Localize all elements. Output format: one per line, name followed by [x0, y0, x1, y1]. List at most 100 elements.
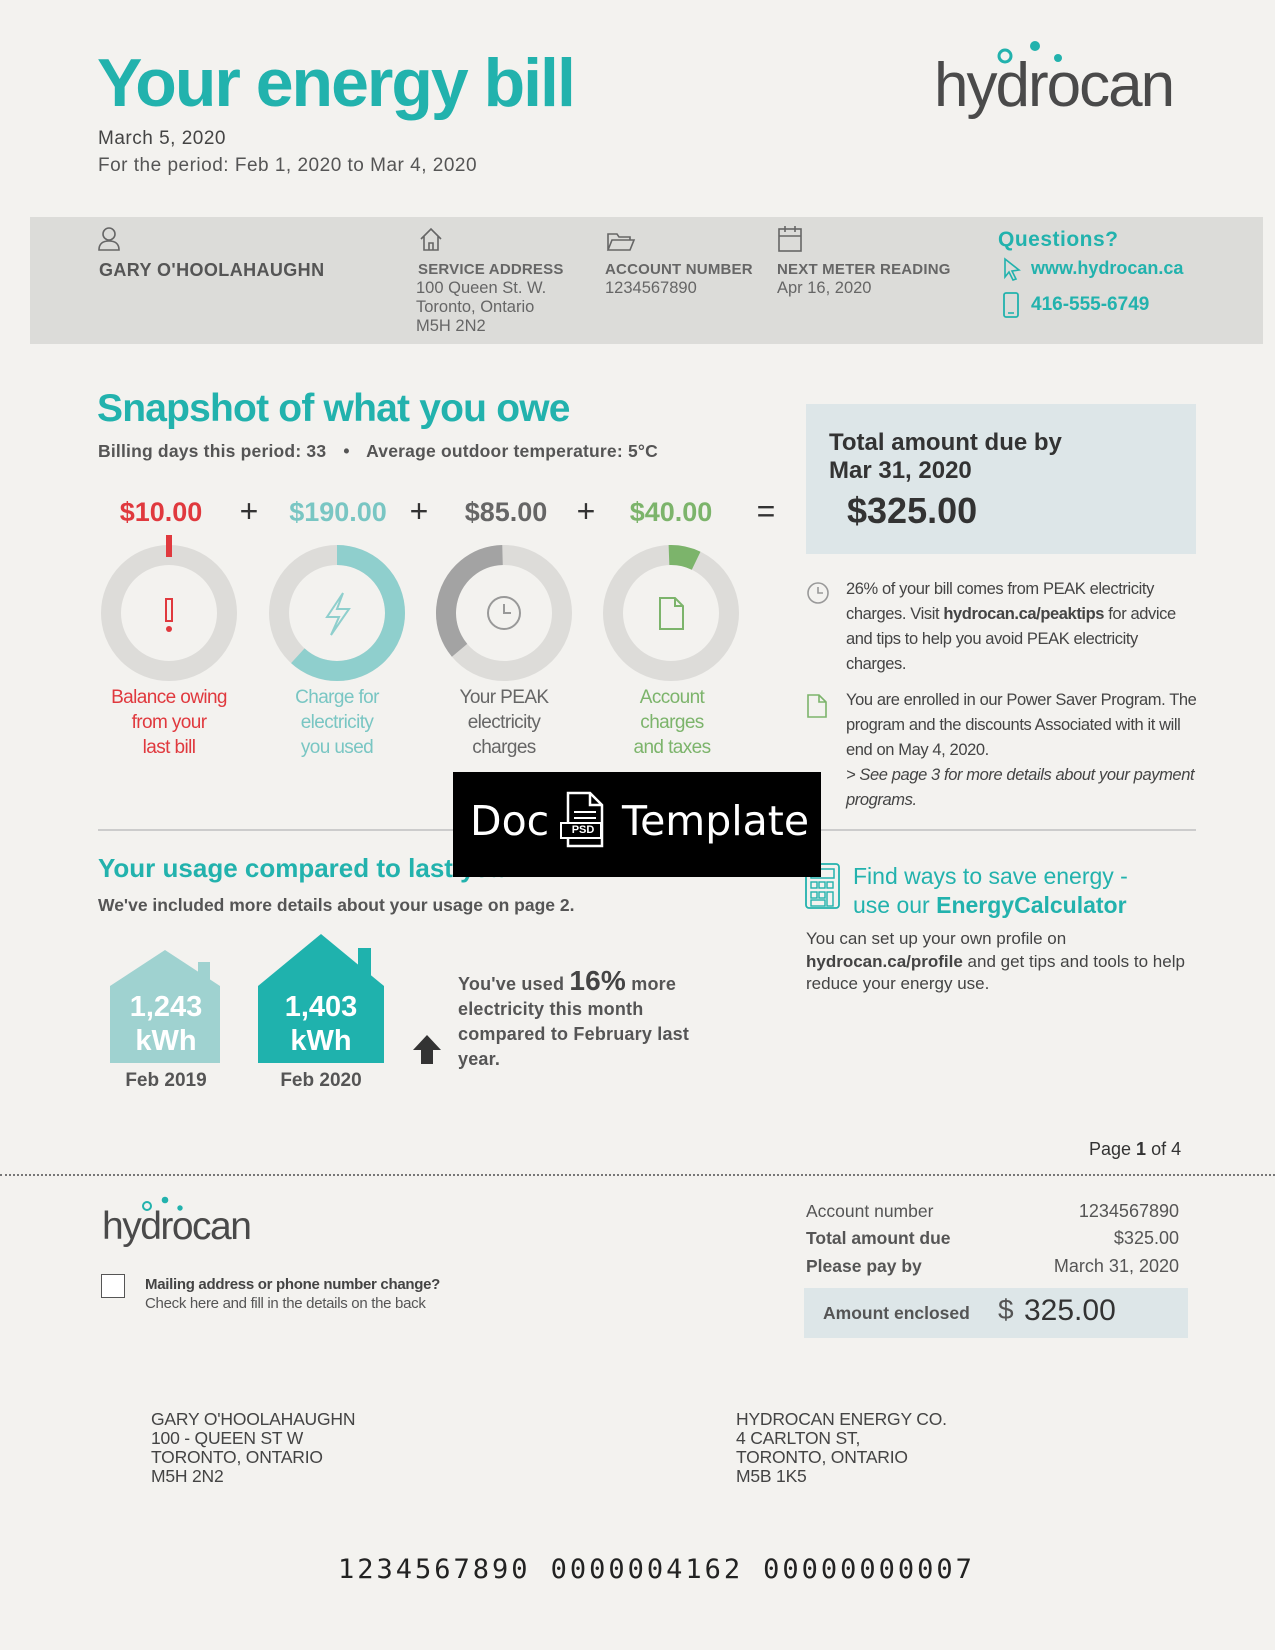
charge-amount: $10.00 [119, 497, 203, 527]
amount-enclosed: 325.00 [1024, 1294, 1116, 1327]
stub-logo: hydrocan [102, 1205, 252, 1248]
clock-icon [807, 582, 829, 604]
checkbox-note: Check here and fill in the details on th… [145, 1295, 426, 1312]
checkbox-title: Mailing address or phone number change? [145, 1276, 441, 1293]
text: electricity [300, 712, 374, 733]
page-number: Page 1 of 4 [1089, 1139, 1181, 1160]
summary-value: March 31, 2020 [1053, 1256, 1179, 1276]
document-icon [807, 694, 827, 718]
house-value: 1,403 kWh [258, 990, 384, 1058]
text: use our [853, 892, 937, 918]
text: 1,243 [129, 991, 203, 1023]
charge-amount: $85.00 [464, 497, 548, 527]
website-link[interactable]: www.hydrocan.ca [1031, 258, 1184, 278]
charge-amount: $190.00 [289, 497, 387, 527]
text: 26% of your bill comes from PEAK electri… [846, 580, 1154, 623]
bill-date: March 5, 2020 [98, 128, 226, 149]
text: Charge for [295, 687, 379, 708]
company-address: HYDROCAN ENERGY CO. 4 CARLTON ST, TORONTO,… [736, 1410, 947, 1486]
account-number: 1234567890 [605, 279, 697, 297]
text: of 4 [1146, 1139, 1182, 1159]
text: Total amount due by [829, 429, 1062, 456]
text: GARY O'HOOLAHAUGHN [151, 1409, 356, 1429]
account-number-label: ACCOUNT NUMBER [605, 261, 753, 278]
charge-amount: $40.00 [629, 497, 713, 527]
save-title: Find ways to save energy - use our Energy… [853, 862, 1128, 920]
text: electricity [467, 712, 541, 733]
text: TORONTO, ONTARIO [736, 1447, 908, 1467]
questions-title: Questions? [998, 228, 1119, 251]
text: Your PEAK [459, 687, 550, 708]
charge-label: Account charges and taxes [587, 685, 757, 760]
text: you used [300, 737, 374, 758]
watermark-left: Doc [470, 797, 550, 845]
charge-label: Charge for electricity you used [252, 685, 422, 760]
text: for advice and tips to help you avoid PE… [846, 605, 1176, 673]
psd-icon [560, 791, 604, 848]
text: kWh [135, 1025, 197, 1057]
text: TORONTO, ONTARIO [151, 1447, 323, 1467]
currency-sign: $ [998, 1294, 1014, 1325]
peak-note: 26% of your bill comes from PEAK electri… [846, 577, 1198, 677]
separator: • [343, 441, 350, 461]
phone-icon [1003, 292, 1019, 318]
text: Account [639, 687, 705, 708]
text: 0000004162 [550, 1554, 744, 1585]
text: M5H 2N2 [151, 1466, 224, 1486]
text: Balance owing [111, 687, 227, 708]
charge-donuts [101, 535, 739, 681]
operator: + [409, 493, 429, 529]
service-address-line: 100 Queen St. W. [416, 279, 547, 297]
text: 16% [569, 965, 627, 996]
phone-number: 416-555-6749 [1031, 294, 1150, 315]
snapshot-title: Snapshot of what you owe [97, 387, 570, 430]
text: kWh [290, 1025, 352, 1057]
billing-info: Billing days this period: 33 • Average o… [98, 441, 658, 462]
summary-label: Account number [806, 1201, 934, 1221]
text: hydrocan.ca/profile [806, 951, 963, 971]
text: EnergyCalculator [936, 892, 1127, 918]
text: 100 - QUEEN ST W [151, 1428, 304, 1448]
text: charges [640, 712, 704, 733]
address-change-checkbox[interactable] [101, 1274, 125, 1298]
text: > See page 3 for more details about your… [846, 766, 1195, 809]
billing-days: Billing days this period: 33 [98, 441, 327, 461]
text: Find ways to save energy - [853, 863, 1128, 889]
service-address-label: SERVICE ADDRESS [418, 261, 564, 278]
meter-reading-date: Apr 16, 2020 [777, 279, 872, 297]
text: 1 [1136, 1139, 1147, 1159]
usage-comparison: You've used 16% more electricity this mo… [458, 965, 698, 1072]
text: and get tips and tools to help reduce yo… [806, 951, 1185, 994]
houses [110, 934, 384, 1063]
text: 1234567890 [338, 1554, 531, 1585]
tear-line [0, 1174, 1275, 1176]
info-bar [30, 217, 1263, 344]
psd-label: PSD [571, 824, 595, 836]
meter-reading-label: NEXT METER READING [777, 261, 951, 278]
total-amount: $325.00 [847, 490, 978, 531]
text: 4 CARLTON ST, [736, 1428, 861, 1448]
person-icon [98, 227, 120, 251]
service-address-line: Toronto, Ontario [416, 298, 535, 316]
bill-title: Your energy bill [97, 45, 576, 121]
logo: hydrocan [934, 51, 1175, 120]
amount-enclosed-label: Amount enclosed [823, 1303, 970, 1323]
text: You are enrolled in our Power Saver Prog… [846, 691, 1197, 759]
text: more electricity this month compared to … [458, 974, 690, 1069]
home-icon [420, 227, 442, 251]
stub-logo-dots [142, 1196, 183, 1211]
bill-period: For the period: Feb 1, 2020 to Mar 4, 20… [98, 155, 478, 176]
text: 00000000007 [763, 1554, 975, 1585]
watermark-box [453, 772, 821, 877]
charge-label: Balance owing from your last bill [84, 685, 254, 760]
amount-enclosed-box [804, 1288, 1188, 1338]
calendar-icon [778, 226, 802, 252]
service-address-line: M5H 2N2 [416, 317, 486, 335]
usage-subtitle: We've included more details about your u… [98, 895, 575, 915]
operator: + [576, 493, 596, 529]
folder-icon [606, 233, 636, 251]
summary-label: Total amount due [806, 1228, 951, 1248]
text: Mar 31, 2020 [829, 457, 972, 484]
summary-value: $325.00 [1113, 1228, 1179, 1248]
text: M5B 1K5 [736, 1466, 807, 1486]
